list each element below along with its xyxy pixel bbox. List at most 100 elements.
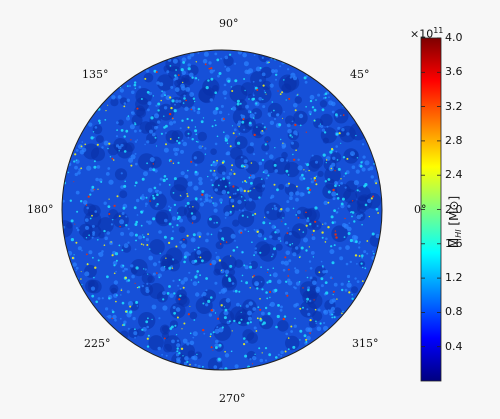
density-blob (179, 194, 181, 196)
density-blob (278, 123, 282, 127)
density-blob (347, 204, 351, 208)
density-blob (280, 305, 283, 309)
density-blob (351, 200, 354, 202)
density-blob (343, 148, 359, 164)
density-blob (267, 174, 270, 177)
density-blob (291, 141, 294, 145)
density-blob (308, 110, 313, 115)
density-blob (119, 225, 121, 228)
density-blob (236, 102, 240, 106)
density-blob (129, 310, 133, 314)
density-blob (351, 297, 354, 300)
density-blob (210, 296, 213, 299)
density-blob (178, 352, 181, 355)
density-blob (331, 221, 335, 225)
density-blob (103, 244, 106, 246)
density-blob (360, 161, 363, 164)
density-blob (156, 74, 174, 91)
density-blob (172, 58, 178, 64)
density-blob (94, 210, 97, 213)
density-blob (97, 188, 99, 190)
density-blob (108, 179, 114, 185)
density-blob (256, 317, 259, 320)
density-blob (230, 350, 233, 353)
density-blob (269, 222, 271, 225)
density-blob (112, 159, 115, 161)
density-blob (245, 104, 249, 109)
density-blob (98, 178, 103, 183)
density-blob (205, 289, 208, 292)
density-blob (130, 154, 136, 160)
density-blob (93, 165, 97, 169)
density-blob (69, 199, 73, 202)
density-blob (256, 230, 259, 233)
density-blob (315, 320, 317, 323)
density-blob (114, 252, 119, 256)
density-blob (107, 147, 109, 150)
density-blob (104, 119, 107, 121)
density-blob (145, 288, 150, 294)
density-blob (268, 279, 272, 283)
density-blob (330, 215, 334, 219)
density-blob (309, 99, 313, 103)
density-blob (111, 254, 114, 257)
density-blob (143, 171, 148, 177)
density-blob (288, 232, 292, 236)
density-blob (253, 54, 256, 56)
density-blob (269, 291, 272, 293)
density-blob (145, 196, 148, 199)
angle-label-180: 180° (27, 203, 54, 216)
density-blob (298, 256, 301, 259)
density-blob (155, 104, 158, 107)
density-blob (271, 253, 274, 256)
density-blob (238, 321, 241, 325)
density-blob (214, 328, 220, 334)
density-blob (106, 315, 109, 318)
density-blob (223, 131, 225, 133)
density-blob (97, 239, 99, 241)
colorbar-ticks (421, 37, 441, 348)
density-blob (341, 312, 343, 315)
density-blob (361, 257, 363, 259)
density-blob (294, 96, 302, 104)
density-blob (186, 117, 189, 121)
density-blob (312, 256, 315, 258)
density-blob (274, 69, 278, 73)
density-blob (194, 363, 197, 367)
density-blob (113, 272, 116, 275)
density-blob (327, 190, 331, 194)
density-blob (224, 138, 228, 142)
colorbar-tick-label: 3.6 (445, 65, 463, 79)
density-blob (210, 77, 214, 81)
density-blob (152, 95, 155, 97)
density-blob (261, 56, 264, 60)
density-blob (308, 188, 312, 191)
density-blob (351, 286, 358, 294)
density-blob (205, 277, 209, 280)
density-blob (297, 93, 299, 95)
density-blob (142, 236, 145, 239)
density-blob (152, 194, 155, 197)
density-blob (195, 140, 198, 143)
density-blob (289, 243, 292, 246)
density-blob (259, 358, 264, 363)
density-blob (75, 241, 78, 244)
density-blob (321, 108, 325, 112)
density-blob (165, 95, 171, 101)
density-blob (91, 224, 95, 228)
density-blob (279, 65, 282, 68)
density-blob (234, 259, 243, 268)
density-blob (228, 279, 232, 282)
density-blob (208, 199, 212, 203)
density-blob (236, 302, 240, 307)
density-blob (86, 263, 89, 266)
density-blob (327, 226, 330, 229)
density-blob (356, 263, 358, 265)
density-blob (144, 143, 146, 146)
density-blob (148, 248, 151, 250)
density-blob (256, 126, 258, 128)
density-blob (177, 136, 180, 139)
density-blob (296, 185, 298, 188)
density-blob (94, 126, 98, 129)
density-blob (305, 249, 308, 252)
